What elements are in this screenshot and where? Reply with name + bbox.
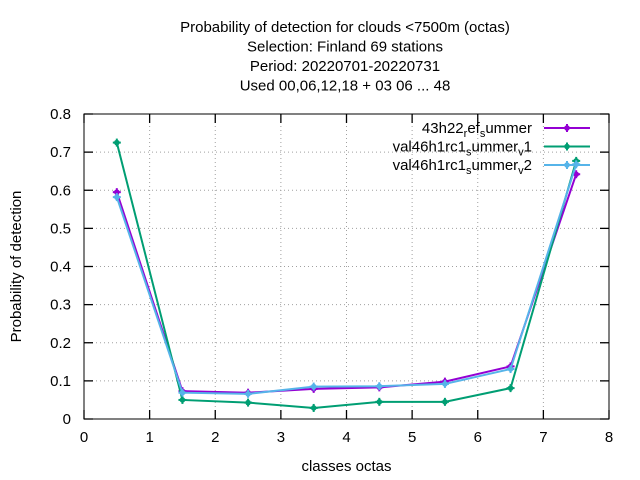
series-line-2 (115, 142, 578, 409)
data-point (244, 389, 253, 398)
x-tick-label: 7 (539, 429, 547, 446)
x-tick-label: 4 (342, 429, 350, 446)
y-tick-label: 0.3 (50, 297, 71, 314)
x-tick-label: 5 (408, 429, 416, 446)
data-point (244, 398, 253, 407)
legend-marker (563, 142, 571, 151)
y-tick-label: 0.6 (50, 182, 71, 199)
chart-title-line: Probability of detection for clouds <750… (180, 19, 510, 36)
data-point (309, 403, 318, 412)
legend-label-3: val46h1rc1summerv2 (393, 157, 532, 177)
x-tick-labels: 0 1 2 3 4 5 6 7 8 (80, 429, 613, 446)
legend-marker (563, 161, 571, 169)
data-point (112, 138, 121, 147)
y-tick-label: 0.2 (50, 335, 71, 352)
series-line-1 (115, 173, 578, 394)
data-point (440, 379, 449, 388)
data-point (375, 382, 384, 391)
data-point (178, 395, 187, 404)
y-tick-label: 0.8 (50, 106, 71, 123)
x-tick-label: 8 (605, 429, 613, 446)
chart-title-line: Selection: Finland 69 stations (247, 39, 443, 56)
x-tick-label: 3 (277, 429, 285, 446)
y-tick-label: 0.4 (50, 259, 71, 276)
y-tick-label: 0.7 (50, 144, 71, 161)
y-tick-label: 0.5 (50, 220, 71, 237)
axis-ticks (83, 113, 610, 420)
x-tick-label: 6 (474, 429, 482, 446)
x-tick-label: 1 (145, 429, 153, 446)
y-tick-label: 0 (63, 411, 71, 428)
data-point (375, 397, 384, 406)
chart-title: Probability of detection for clouds <750… (180, 19, 510, 95)
y-axis-label: Probability of detection (8, 191, 25, 343)
chart-title-line: Used 00,06,12,18 + 03 06 ... 48 (240, 78, 451, 95)
series-line-3 (115, 164, 578, 395)
data-point (506, 365, 515, 374)
y-tick-label: 0.1 (50, 373, 71, 390)
data-point (440, 397, 449, 406)
chart-title-line: Period: 20220701-20220731 (250, 58, 440, 75)
legend-label-2: val46h1rc1summerv1 (393, 139, 532, 159)
legend: 43h22refsummerval46h1rc1summerv1val46h1r… (393, 120, 590, 177)
data-point (309, 382, 318, 391)
legend-label-1: 43h22refsummer (422, 120, 532, 140)
data-point (112, 193, 121, 202)
x-tick-label: 2 (211, 429, 219, 446)
x-tick-label: 0 (80, 429, 88, 446)
data-point (178, 388, 187, 397)
y-tick-labels: 0 0.1 0.2 0.3 0.4 0.5 0.6 0.7 0.8 (50, 106, 71, 428)
x-axis-label: classes octas (301, 458, 391, 475)
series (112, 138, 581, 412)
legend-marker (563, 124, 571, 132)
data-point (506, 384, 515, 393)
